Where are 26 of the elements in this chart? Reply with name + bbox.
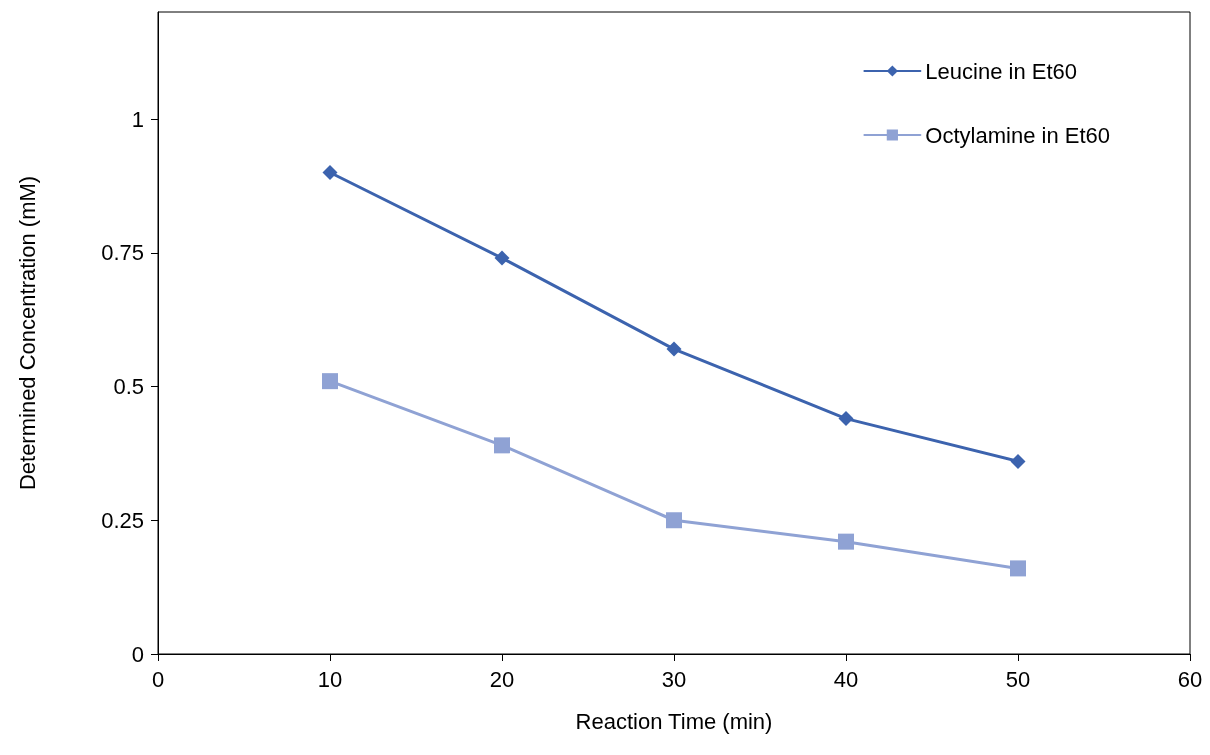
y-tick-label: 1	[131, 106, 144, 132]
y-axis-title: Determined Concentration (mM)	[14, 175, 40, 491]
x-tick-label: 50	[1005, 666, 1031, 692]
point	[494, 250, 510, 266]
point	[1010, 560, 1026, 577]
x-axis-title: Reaction Time (min)	[575, 708, 773, 734]
legend-label: Octylamine in Et60	[925, 122, 1110, 148]
x-tick-label: 30	[661, 666, 687, 692]
point	[322, 165, 338, 180]
x-tick-label: 10	[317, 666, 343, 692]
y-tick-label: 0.25	[101, 507, 144, 533]
y-tick-label: 0.5	[113, 374, 144, 399]
point	[1010, 453, 1026, 469]
point	[838, 533, 854, 550]
y-tick-label: 0.75	[101, 240, 144, 266]
x-tick-label: 40	[833, 666, 859, 692]
point	[838, 411, 854, 427]
point	[494, 437, 510, 454]
y-tick-label: 0	[131, 641, 144, 667]
x-tick-label: 60	[1177, 666, 1203, 692]
point	[666, 341, 682, 357]
x-tick-label: 0	[151, 666, 165, 692]
point	[666, 512, 682, 529]
legend-label: Leucine in Et60	[925, 58, 1078, 84]
point	[322, 373, 338, 390]
x-tick-label: 20	[489, 666, 515, 692]
